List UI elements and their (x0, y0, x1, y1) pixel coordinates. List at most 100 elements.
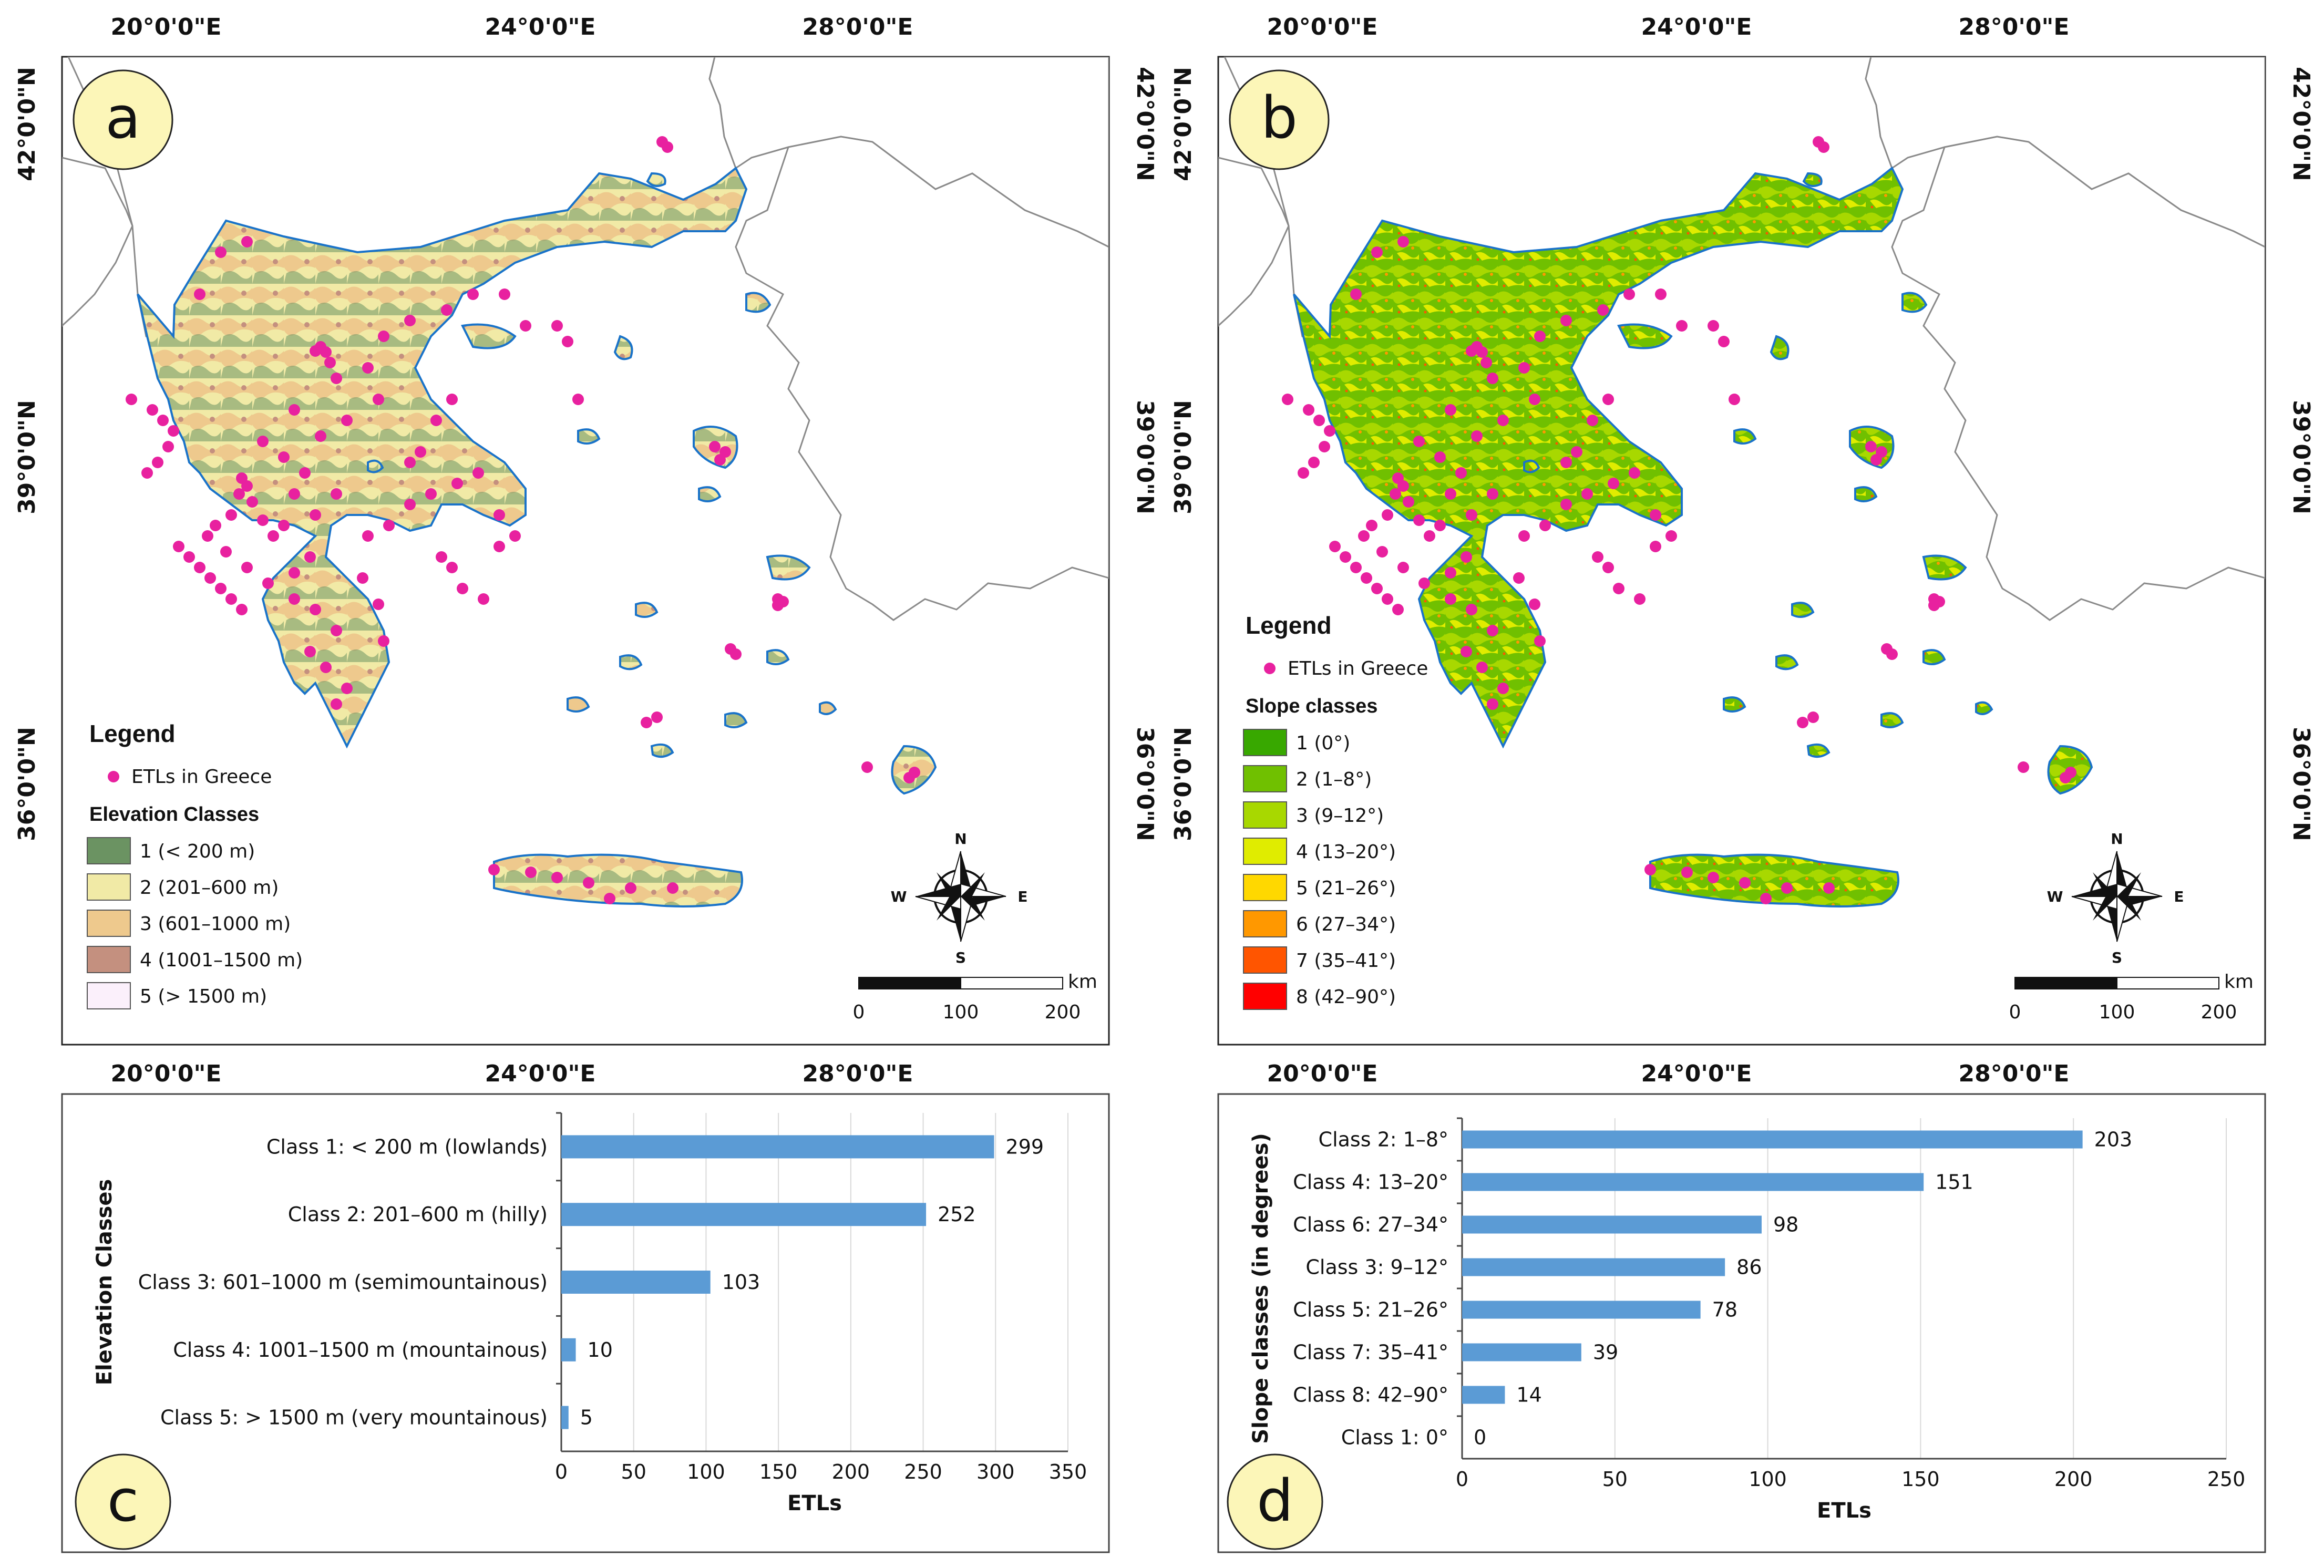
island (613, 335, 633, 360)
lon-label: 20°0'0"E (1267, 1060, 1378, 1087)
etl-point (1571, 446, 1582, 458)
etl-point (1708, 320, 1719, 332)
lon-labels-bottom-a: 20°0'0"E 24°0'0"E 28°0'0"E (111, 1060, 913, 1087)
lat-label: 39°0'0"N (2288, 400, 2315, 514)
island (650, 744, 674, 758)
etl-point (1382, 593, 1393, 605)
etl-point (1324, 425, 1335, 437)
etl-point (562, 336, 573, 347)
category-label: Class 2: 201–600 m (hilly) (288, 1203, 548, 1226)
etl-point (457, 583, 468, 594)
etl-point (1602, 394, 1614, 405)
etl-point (1434, 520, 1446, 531)
map-panel-b: 20°0'0"E 24°0'0"E 28°0'0"E 20°0'0"E 24°0… (1170, 14, 2315, 1087)
etl-point (1480, 357, 1492, 368)
x-tick-label: 100 (1749, 1468, 1787, 1491)
etl-point (641, 717, 652, 728)
etl-point (157, 415, 169, 426)
island (1523, 459, 1540, 473)
chart-frame-c (61, 1093, 1110, 1553)
data-label: 14 (1516, 1384, 1541, 1407)
data-label: 252 (938, 1203, 976, 1226)
scale-unit: km (2224, 971, 2254, 993)
lon-label: 24°0'0"E (485, 1060, 596, 1087)
category-label: Class 2: 1–8° (1319, 1128, 1448, 1151)
etl-point (625, 882, 636, 894)
etl-point (441, 304, 453, 316)
etl-point (1650, 541, 1661, 552)
etl-point (315, 430, 326, 442)
compass-minor (2117, 889, 2141, 921)
etl-point (1513, 572, 1525, 584)
etl-point (1471, 430, 1483, 442)
island (724, 712, 748, 728)
lon-label: 28°0'0"E (803, 1060, 913, 1087)
bar (1462, 1173, 1924, 1191)
etl-point (1644, 864, 1656, 875)
etl-point (210, 520, 221, 531)
etl-point (709, 441, 721, 452)
etl-point (1818, 141, 1829, 153)
etl-point (730, 648, 742, 660)
compass-label: W (891, 888, 907, 905)
etl-point (257, 514, 269, 526)
x-tick-label: 50 (1602, 1468, 1628, 1491)
etl-point (204, 572, 216, 584)
etl-point (651, 711, 663, 723)
etl-point (289, 593, 300, 605)
etl-point (202, 530, 213, 542)
data-label: 299 (1006, 1135, 1044, 1158)
category-label: Class 1: 0° (1341, 1426, 1448, 1449)
island (819, 701, 837, 715)
lat-label: 39°0'0"N (14, 400, 40, 514)
scale-unit: km (1068, 971, 1097, 993)
etl-point (772, 600, 784, 611)
panel-letter: c (107, 1467, 139, 1534)
lat-label: 42°0'0"N (14, 67, 40, 181)
etl-point (320, 662, 332, 673)
data-label: 0 (1474, 1426, 1486, 1449)
etl-point (278, 520, 290, 531)
etl-point (331, 373, 342, 384)
compass-minor (937, 872, 961, 904)
etl-point (1461, 551, 1472, 563)
etl-point (662, 141, 673, 153)
etl-point (520, 320, 531, 332)
etl-point (499, 288, 510, 300)
etl-point (1592, 551, 1603, 563)
etl-point (304, 646, 316, 657)
lat-labels-left-a: 42°0'0"N 39°0'0"N 36°0'0"N (14, 67, 40, 841)
etl-point (241, 236, 253, 247)
category-label: Class 3: 9–12° (1305, 1256, 1448, 1279)
data-label: 5 (580, 1406, 593, 1429)
bar (1462, 1215, 1762, 1234)
legend-class-label: 4 (13–20°) (1296, 841, 1396, 863)
etl-point (404, 315, 416, 326)
etl-point (1358, 530, 1370, 542)
island (1649, 853, 1899, 907)
etl-point (1445, 488, 1456, 500)
etl-point (1665, 530, 1677, 542)
etl-point (1739, 877, 1751, 889)
etl-point (1466, 345, 1477, 357)
island (1770, 335, 1790, 360)
etl-point (1303, 404, 1314, 416)
lat-label: 42°0'0"N (1132, 67, 1158, 181)
compass-minor (961, 889, 985, 921)
island (1775, 654, 1799, 670)
bar (561, 1338, 576, 1361)
data-label: 10 (588, 1338, 613, 1361)
legend-points-label: ETLs in Greece (1288, 658, 1428, 679)
bar (1462, 1343, 1581, 1361)
etl-point (299, 467, 311, 479)
etl-point (225, 593, 237, 605)
y-axis-title: Elevation Classes (92, 1179, 117, 1386)
etl-point (331, 488, 342, 500)
etl-point (1350, 288, 1362, 300)
bar (561, 1271, 711, 1294)
legend-class-label: 3 (601–1000 m) (140, 913, 291, 935)
etl-point (1418, 577, 1430, 589)
island (1617, 323, 1673, 349)
etl-point (1361, 572, 1372, 584)
bar (1462, 1258, 1725, 1276)
